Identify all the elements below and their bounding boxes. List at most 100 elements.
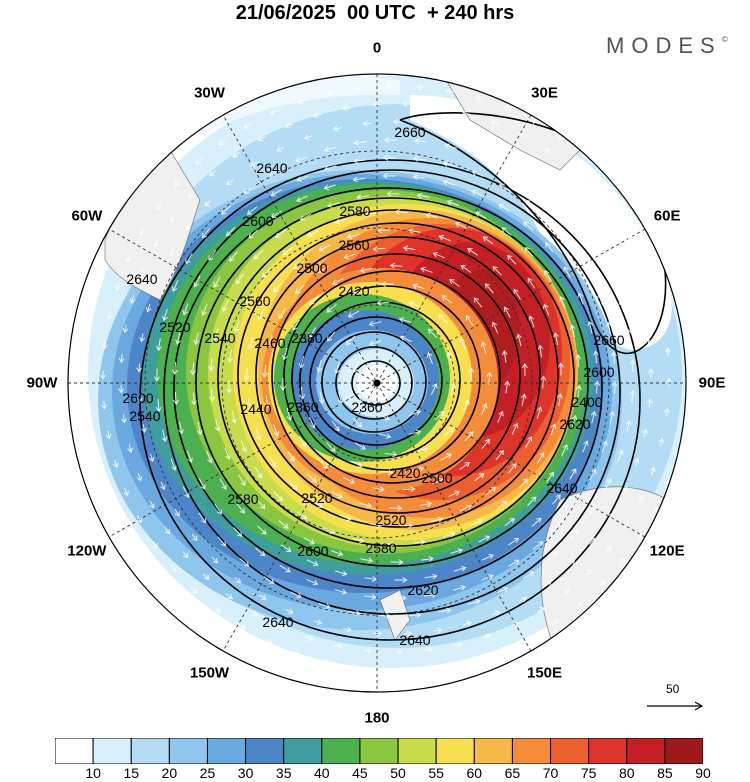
wind-arrow: [149, 500, 155, 509]
wind-arrow: [683, 391, 686, 401]
wind-arrow: [376, 227, 390, 234]
wind-arrow: [309, 295, 319, 306]
contour-2500: [271, 253, 521, 499]
wind-arrow: [282, 246, 294, 256]
wind-arrow: [589, 468, 597, 481]
wind-arrow: [113, 459, 119, 469]
contour-label: 2600: [242, 213, 273, 229]
wind-arrow: [162, 308, 168, 322]
wind-arrow: [551, 619, 560, 625]
wind-arrow: [359, 502, 373, 509]
wind-arrow: [334, 570, 348, 577]
wind-arrow: [507, 254, 517, 265]
wind-arrow: [202, 573, 210, 580]
wind-arrow: [148, 453, 155, 463]
wind-arrow: [263, 576, 275, 584]
wind-arrow: [229, 251, 238, 262]
wind-arrow: [193, 332, 200, 346]
wind-arrow: [326, 202, 340, 208]
colorbar-tick-label: 35: [275, 765, 292, 781]
wind-arrow: [442, 161, 456, 167]
wind-arrow: [473, 297, 483, 308]
wind-arrow: [402, 486, 416, 493]
wind-arrow: [364, 594, 377, 600]
wind-arrow: [326, 442, 336, 452]
wind-arrow: [299, 213, 312, 221]
wind-arrow: [410, 666, 420, 673]
wind-arrow: [412, 283, 425, 290]
wind-arrow: [334, 218, 348, 225]
wind-arrow: [208, 388, 215, 402]
wind-arrow: [601, 226, 608, 235]
wind-arrow: [430, 382, 438, 395]
longitude-label: 30E: [531, 84, 558, 102]
contour-label: 2500: [421, 470, 452, 486]
wind-arrow: [588, 504, 597, 516]
wind-arrow: [368, 320, 382, 327]
wind-arrow: [383, 137, 397, 143]
wind-arrow: [231, 411, 237, 424]
wind-arrow: [547, 551, 558, 561]
wind-arrow: [511, 422, 519, 435]
wind-arrow: [214, 418, 221, 432]
wind-arrow: [463, 620, 472, 627]
wind-arrow: [518, 132, 527, 139]
wind-arrow: [478, 535, 491, 543]
wind-arrow: [394, 208, 408, 215]
wind-arrow: [453, 585, 466, 591]
wind-arrow: [233, 320, 240, 333]
wind-arrow: [623, 521, 629, 530]
wind-arrow: [332, 125, 342, 132]
wind-arrow: [537, 607, 546, 613]
wind-arrow: [255, 547, 266, 557]
wind-arrow: [293, 260, 305, 270]
wind-arrow: [219, 478, 227, 490]
wind-arrow: [520, 393, 527, 407]
wind-arrow: [390, 559, 404, 566]
wind-arrow: [238, 474, 246, 487]
wind-arrow: [282, 347, 288, 361]
wind-arrow: [556, 134, 565, 141]
colorbar-tick-label: 65: [504, 765, 521, 781]
wind-arrow: [382, 541, 396, 548]
wind-arrow: [343, 253, 356, 260]
wind-arrow: [443, 427, 455, 437]
wind-arrow: [416, 192, 430, 199]
wind-arrow: [185, 252, 193, 265]
wind-arrow: [257, 308, 265, 320]
wind-arrow: [591, 186, 598, 194]
wind-arrow: [316, 359, 323, 373]
wind-arrow: [264, 395, 271, 408]
meridian-150e-30w: [222, 114, 532, 652]
wind-arrow: [196, 422, 203, 436]
wind-arrow: [174, 179, 181, 187]
wind-arrow: [468, 367, 475, 381]
wind-arrow: [611, 209, 617, 217]
wind-arrow: [567, 241, 576, 253]
wind-arrow: [498, 204, 510, 212]
wind-arrow: [445, 88, 455, 95]
wind-arrow: [584, 266, 592, 278]
wind-arrow: [292, 650, 301, 656]
wind-arrow: [380, 666, 390, 673]
wind-arrow: [324, 165, 337, 171]
wind-arrow: [650, 466, 656, 476]
wind-arrow: [392, 119, 402, 125]
wind-arrow: [424, 573, 438, 580]
wind-arrow: [208, 358, 215, 372]
reference-vector-head: [694, 701, 704, 711]
wind-arrow: [214, 503, 223, 515]
wind-arrow: [313, 619, 323, 625]
colorbar-swatch: [664, 738, 703, 764]
wind-arrow: [468, 599, 481, 605]
wind-arrow: [334, 361, 340, 375]
wind-arrow: [544, 148, 553, 154]
wind-arrow: [484, 283, 494, 294]
wind-arrow: [274, 229, 286, 238]
wind-arrow: [606, 321, 612, 335]
wind-arrow: [279, 565, 291, 573]
wind-arrow: [384, 451, 398, 458]
wind-arrow: [256, 525, 267, 535]
wind-arrow: [584, 568, 592, 576]
wind-arrow: [598, 580, 606, 588]
